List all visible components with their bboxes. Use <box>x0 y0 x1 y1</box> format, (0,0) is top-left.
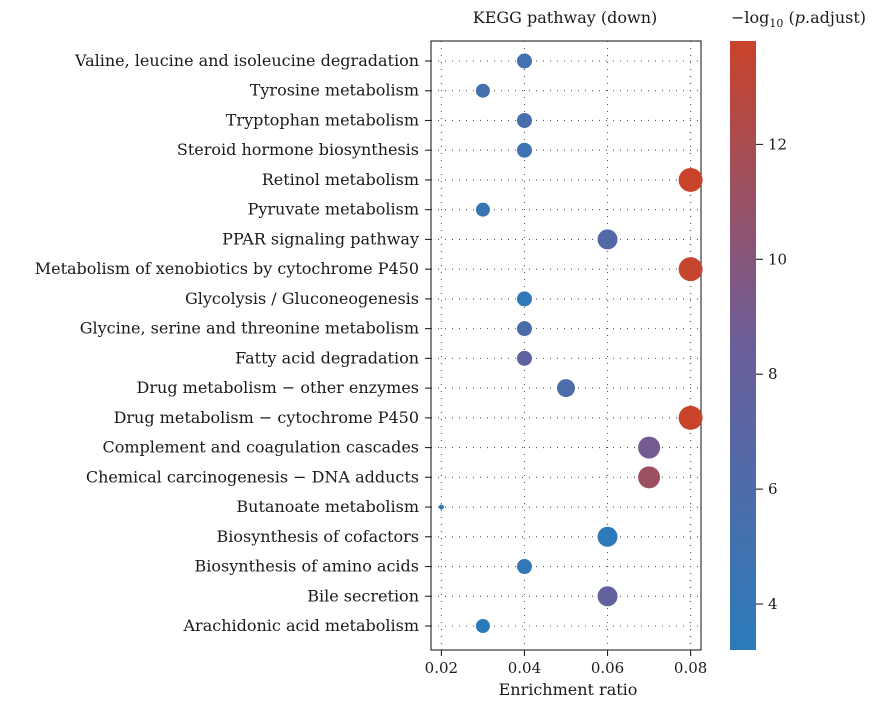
colorbar-title-subscript: 10 <box>769 17 783 30</box>
category-label: Arachidonic acid metabolism <box>182 616 419 635</box>
category-label: Tyrosine metabolism <box>250 81 419 100</box>
category-label: Biosynthesis of amino acids <box>195 557 419 576</box>
data-points <box>438 53 703 633</box>
plot-frame <box>430 40 702 651</box>
data-point <box>475 202 490 217</box>
category-label: Metabolism of xenobiotics by cytochrome … <box>35 259 419 278</box>
data-point <box>516 142 532 158</box>
x-tick-label: 0.04 <box>508 659 541 677</box>
data-point <box>678 405 703 430</box>
data-point <box>516 350 532 366</box>
x-tick-labels: 0.02 0.04 0.06 0.08 <box>425 659 708 677</box>
colorbar-tick-label: 10 <box>768 250 787 268</box>
colorbar-tick-label: 4 <box>768 595 778 613</box>
colorbar-tick-label: 8 <box>768 365 778 383</box>
data-point <box>678 167 703 192</box>
colorbar-title: −log10 (p.adjust) <box>731 8 866 30</box>
category-label: Butanoate metabolism <box>236 497 419 516</box>
category-label: Bile secretion <box>307 586 419 605</box>
category-label: Tryptophan metabolism <box>226 110 419 129</box>
data-point <box>475 619 490 633</box>
colorbar-tick-label: 6 <box>768 480 778 498</box>
grid <box>431 41 701 650</box>
colorbar-title-prefix: −log <box>731 8 769 27</box>
colorbar-tick-label: 12 <box>768 135 787 153</box>
data-point <box>557 379 575 398</box>
data-point <box>638 466 661 489</box>
data-point <box>475 83 490 98</box>
data-point <box>516 559 532 575</box>
category-label: Glycine, serine and threonine metabolism <box>80 319 419 338</box>
colorbar-ticks: 4 6 8 10 12 <box>756 135 787 613</box>
x-axis-title: Enrichment ratio <box>499 680 638 699</box>
category-label: Valine, leucine and isoleucine degradati… <box>74 51 419 70</box>
category-label: Chemical carcinogenesis − DNA adducts <box>86 467 419 486</box>
category-label: Pyruvate metabolism <box>248 200 419 219</box>
colorbar-title-open: ( <box>783 8 794 27</box>
axis-ticks <box>425 60 692 656</box>
x-tick-label: 0.06 <box>591 659 624 677</box>
colorbar-title-italic: p <box>795 8 805 27</box>
category-label: Drug metabolism − other enzymes <box>137 378 419 397</box>
data-point <box>516 53 532 69</box>
category-label: Retinol metabolism <box>262 170 419 189</box>
data-point <box>638 436 661 459</box>
colorbar-title-suffix: .adjust) <box>805 8 866 27</box>
category-label: Complement and coagulation cascades <box>102 438 419 457</box>
category-label: Steroid hormone biosynthesis <box>177 140 419 159</box>
data-point <box>678 257 703 282</box>
x-tick-label: 0.08 <box>674 659 707 677</box>
data-point <box>438 504 444 510</box>
data-point <box>597 229 618 250</box>
chart-title: KEGG pathway (down) <box>473 8 658 27</box>
colorbar-gradient <box>730 41 756 650</box>
category-label: Drug metabolism − cytochrome P450 <box>114 408 419 427</box>
data-point <box>597 526 618 547</box>
data-point <box>516 112 532 128</box>
x-tick-label: 0.02 <box>425 659 458 677</box>
category-labels: Valine, leucine and isoleucine degradati… <box>35 51 419 635</box>
category-label: Biosynthesis of cofactors <box>217 527 419 546</box>
category-label: Fatty acid degradation <box>235 348 419 367</box>
category-label: PPAR signaling pathway <box>222 229 419 248</box>
data-point <box>597 586 618 607</box>
data-point <box>516 291 532 307</box>
category-label: Glycolysis / Gluconeogenesis <box>185 289 419 308</box>
data-point <box>516 321 532 337</box>
